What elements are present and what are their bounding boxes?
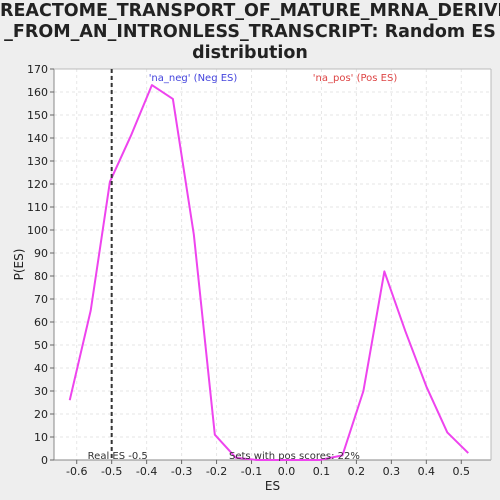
x-tick-label: 0.5 bbox=[453, 465, 471, 478]
y-axis-label: P(ES) bbox=[12, 249, 26, 281]
plot-area bbox=[54, 69, 491, 460]
x-tick-label: 0.4 bbox=[418, 465, 436, 478]
y-tick-label: 0 bbox=[41, 454, 48, 467]
chart-title-line-1: REACTOME_TRANSPORT_OF_MATURE_MRNA_DERIVE… bbox=[0, 1, 500, 21]
y-tick-label: 90 bbox=[34, 247, 48, 260]
y-tick-label: 130 bbox=[27, 155, 48, 168]
y-tick-label: 100 bbox=[27, 224, 48, 237]
pos-scores-label: Sets with pos scores: 22% bbox=[229, 451, 360, 462]
real-es-label: Real ES -0.5 bbox=[88, 451, 148, 462]
y-tick-label: 20 bbox=[34, 408, 48, 421]
y-tick-label: 150 bbox=[27, 109, 48, 122]
x-tick-label: 0.1 bbox=[313, 465, 331, 478]
y-tick-label: 50 bbox=[34, 339, 48, 352]
x-tick-label: 0.0 bbox=[278, 465, 296, 478]
x-tick-label: -0.1 bbox=[241, 465, 262, 478]
annotations-layer: 'na_neg' (Neg ES) 'na_pos' (Pos ES) Real… bbox=[88, 73, 398, 462]
x-tick-label: -0.4 bbox=[136, 465, 157, 478]
x-tick-label: 0.3 bbox=[383, 465, 401, 478]
x-tick-label: -0.3 bbox=[171, 465, 192, 478]
axes bbox=[53, 68, 492, 461]
y-tick-label: 40 bbox=[34, 362, 48, 375]
x-axis-label: ES bbox=[265, 479, 280, 493]
y-tick-label: 170 bbox=[27, 63, 48, 76]
y-tick-label: 80 bbox=[34, 270, 48, 283]
y-tick-label: 120 bbox=[27, 178, 48, 191]
ticks: 0 10 20 30 40 50 60 70 80 90 100 110 120 130 140 150 160… bbox=[27, 63, 470, 478]
x-tick-label: 0.2 bbox=[348, 465, 366, 478]
chart-title-line-2: _FROM_AN_INTRONLESS_TRANSCRIPT: Random E… bbox=[4, 22, 496, 42]
series-layer bbox=[68, 69, 469, 461]
y-tick-label: 140 bbox=[27, 132, 48, 145]
y-tick-label: 30 bbox=[34, 385, 48, 398]
x-tick-label: -0.6 bbox=[66, 465, 87, 478]
y-tick-label: 60 bbox=[34, 316, 48, 329]
y-tick-label: 70 bbox=[34, 293, 48, 306]
chart-title: REACTOME_TRANSPORT_OF_MATURE_MRNA_DERIVE… bbox=[0, 1, 500, 64]
y-tick-label: 110 bbox=[27, 201, 48, 214]
y-tick-label: 160 bbox=[27, 86, 48, 99]
pos-es-label: 'na_pos' (Pos ES) bbox=[313, 73, 398, 84]
es-distribution-line bbox=[68, 84, 469, 461]
neg-es-label: 'na_neg' (Neg ES) bbox=[149, 73, 238, 84]
chart-title-line-3: distribution bbox=[192, 43, 308, 63]
y-tick-label: 10 bbox=[34, 431, 48, 444]
x-tick-label: -0.2 bbox=[206, 465, 227, 478]
x-tick-label: -0.5 bbox=[101, 465, 122, 478]
